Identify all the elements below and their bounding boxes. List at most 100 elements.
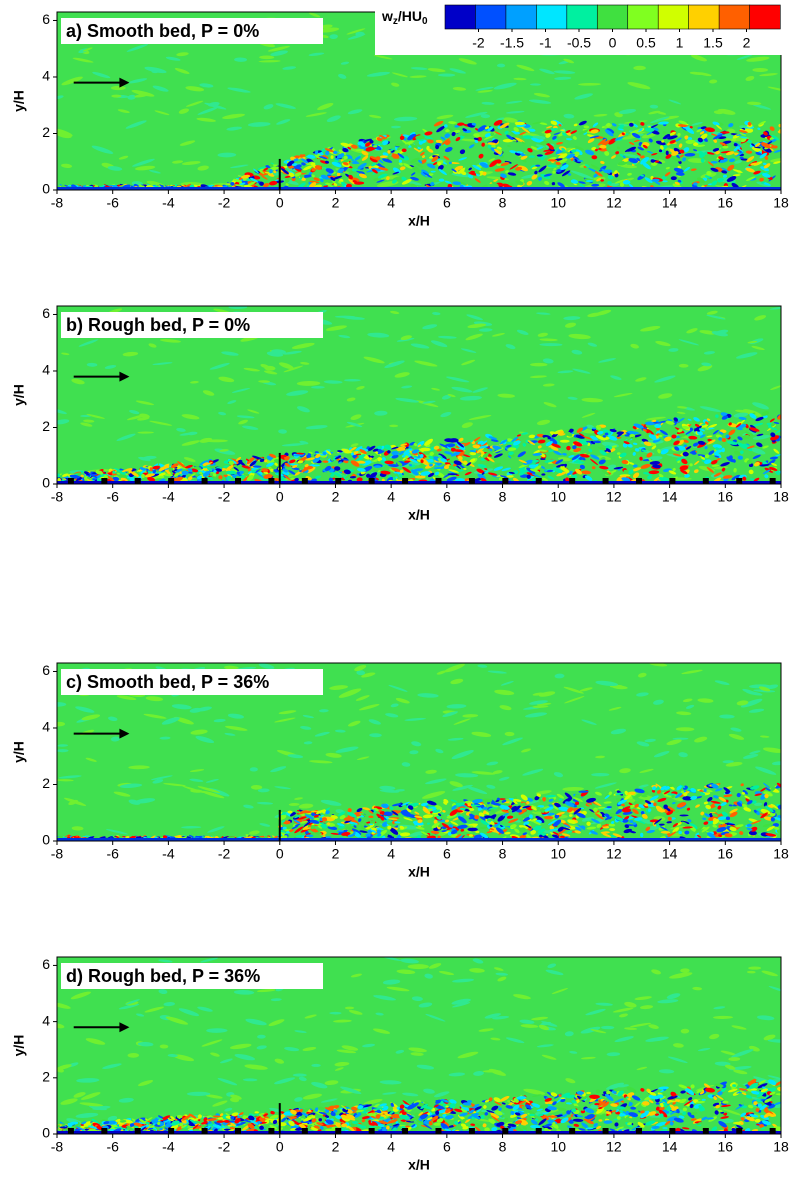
vortex-blob — [565, 130, 571, 133]
texture — [711, 331, 728, 337]
vortex-blob — [322, 451, 327, 456]
vortex-blob — [202, 461, 213, 467]
vortex-blob — [736, 792, 741, 798]
vortex-blob — [153, 478, 162, 482]
vortex-blob — [440, 457, 448, 463]
vortex-blob — [721, 823, 727, 828]
texture — [572, 368, 591, 374]
texture — [369, 114, 382, 119]
texture — [410, 67, 428, 70]
vortex-blob — [589, 809, 595, 813]
texture — [498, 776, 510, 781]
vortex-blob — [273, 459, 280, 463]
vortex-blob — [671, 434, 677, 439]
vortex-blob — [461, 134, 473, 137]
vortex-blob — [632, 467, 642, 472]
vortex-blob — [440, 136, 446, 140]
vortex-blob — [448, 438, 459, 443]
vortex-blob — [672, 453, 682, 457]
vortex-blob — [257, 166, 266, 170]
vortex-blob — [643, 441, 652, 447]
colorbar-cell — [749, 4, 781, 30]
vortex-blob — [634, 800, 638, 805]
vortex-blob — [444, 146, 453, 153]
texture — [379, 785, 396, 791]
vortex-blob — [557, 828, 567, 835]
texture — [271, 349, 287, 355]
vortex-blob — [754, 124, 758, 128]
texture — [350, 443, 359, 447]
vortex-blob — [338, 461, 342, 464]
vortex-blob — [672, 468, 676, 472]
vortex-blob — [359, 830, 368, 833]
texture — [350, 414, 362, 420]
vortex-blob — [311, 461, 315, 464]
texture — [297, 406, 310, 413]
texture — [650, 116, 670, 124]
vortex-blob — [434, 805, 443, 811]
texture — [181, 826, 202, 829]
vortex-blob — [603, 801, 612, 804]
vortex-blob — [394, 821, 401, 824]
vortex-blob — [493, 462, 502, 468]
vortex-blob — [732, 174, 741, 177]
vortex-blob — [728, 804, 733, 807]
vortex-blob — [286, 160, 295, 167]
texture — [379, 789, 400, 793]
colorbar-tick-label: -0.5 — [567, 35, 591, 51]
vortex-blob — [664, 171, 671, 177]
vortex-blob — [753, 170, 761, 175]
vortex-blob — [609, 428, 617, 433]
texture — [567, 396, 578, 400]
texture — [497, 393, 516, 398]
colorbar-cell — [627, 4, 659, 30]
vortex-blob — [368, 815, 374, 819]
vortex-blob — [677, 179, 682, 183]
vortex-blob — [511, 805, 521, 813]
vortex-blob — [463, 467, 467, 470]
texture — [751, 345, 765, 351]
vortex-blob — [651, 178, 660, 182]
vortex-blob — [435, 139, 443, 144]
texture — [746, 101, 762, 106]
vortex-blob — [197, 475, 203, 480]
vortex-blob — [448, 469, 459, 473]
texture — [126, 44, 148, 52]
vortex-blob — [356, 808, 363, 813]
texture — [755, 766, 777, 775]
texture — [128, 78, 148, 84]
vortex-blob — [575, 826, 582, 831]
vortex-blob — [694, 423, 700, 428]
vortex-blob — [615, 151, 620, 155]
vortex-blob — [341, 832, 351, 836]
texture — [128, 765, 150, 770]
vortex-blob — [651, 445, 657, 450]
vortex-blob — [752, 454, 761, 460]
vortex-blob — [535, 815, 545, 823]
vortex-blob — [477, 473, 486, 480]
vortex-blob — [759, 152, 768, 159]
vortex-blob — [379, 134, 386, 139]
texture — [86, 414, 105, 419]
texture — [151, 68, 162, 74]
texture — [393, 116, 418, 122]
texture — [197, 106, 219, 115]
vortex-blob — [560, 466, 570, 473]
vortex-blob — [525, 824, 532, 829]
texture — [138, 456, 151, 462]
vortex-blob — [608, 823, 616, 827]
texture — [135, 165, 156, 171]
vortex-blob — [706, 435, 713, 438]
vortex-blob — [460, 828, 465, 832]
vortex-blob — [413, 468, 424, 472]
texture — [356, 670, 366, 676]
y-tick-label: 6 — [42, 305, 50, 321]
texture — [587, 312, 602, 318]
vortex-blob — [597, 806, 606, 809]
vortex-blob — [586, 797, 597, 803]
vortex-blob — [668, 470, 677, 475]
texture — [176, 52, 189, 57]
vortex-blob — [614, 815, 624, 822]
vortex-blob — [422, 172, 433, 178]
texture — [183, 457, 196, 462]
